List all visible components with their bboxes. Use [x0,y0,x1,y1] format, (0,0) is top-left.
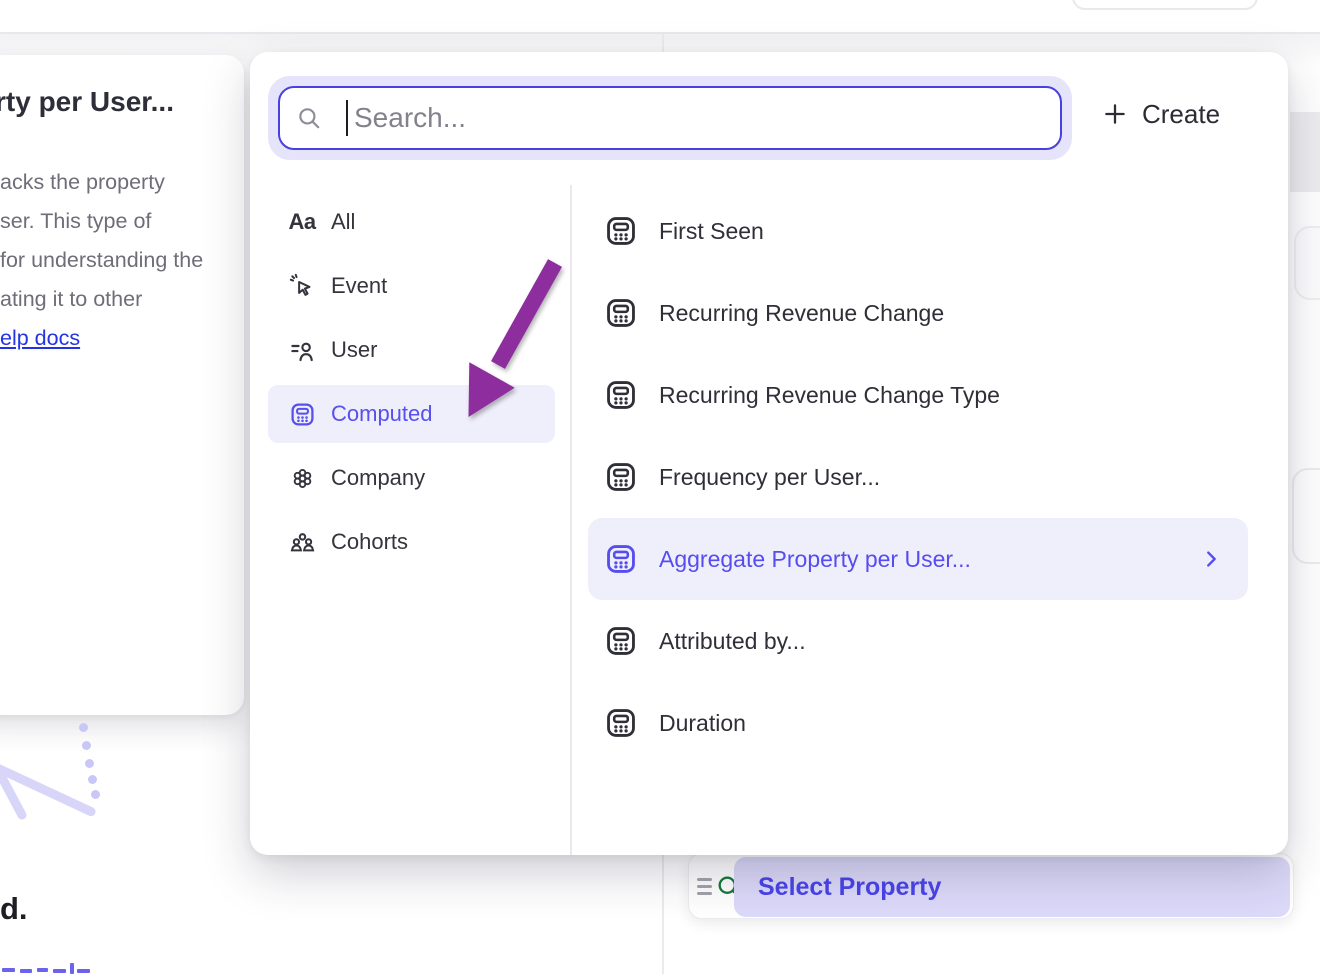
search-placeholder: Search... [354,102,467,133]
tooltip-body-line: acks the property [0,170,165,194]
property-item-label: Recurring Revenue Change [659,299,945,326]
computed-property-icon [604,460,638,494]
category-label: Cohorts [331,529,409,554]
popover-column-divider [570,185,572,855]
search-input[interactable]: Search... [278,86,1062,150]
property-item-label: Aggregate Property per User... [659,545,971,572]
background-card-fragment [1292,468,1320,564]
category-label: Event [331,273,388,298]
property-item-first-seen[interactable]: First Seen [588,190,1248,272]
property-item-label: First Seen [659,217,764,244]
decorative-dot [85,759,94,768]
text-caret [346,100,348,136]
category-list: Aa All Event User Computed Company [268,193,555,577]
tooltip-title: rty per User... [0,86,174,117]
property-list: First Seen Recurring Revenue Change Recu… [588,190,1248,764]
computed-icon [286,400,318,428]
aa-icon: Aa [288,209,316,234]
user-icon [286,336,318,364]
select-property-label: Select Property [758,872,942,901]
help-docs-link[interactable]: elp docs [0,326,81,350]
clipped-link-fragment[interactable] [0,963,100,974]
top-divider-line [0,32,1320,34]
property-tooltip-card [0,55,244,715]
event-icon [286,272,318,300]
category-computed[interactable]: Computed [268,385,555,443]
category-label: Computed [331,401,433,426]
background-card-fragment [1294,226,1320,300]
category-label: User [331,337,378,362]
search-icon [299,108,320,129]
category-event[interactable]: Event [268,257,555,315]
computed-property-icon [604,542,638,576]
plus-icon [1105,104,1125,124]
property-item-attributed-by[interactable]: Attributed by... [588,600,1248,682]
decorative-dot [79,723,88,732]
property-item-label: Recurring Revenue Change Type [659,381,1000,408]
decorative-dot [82,741,91,750]
property-item-label: Duration [659,709,746,736]
create-button[interactable]: Create [1102,92,1220,136]
property-item-aggregate-property-per-user[interactable]: Aggregate Property per User... [588,518,1248,600]
property-item-recurring-revenue-change-type[interactable]: Recurring Revenue Change Type [588,354,1248,436]
category-user[interactable]: User [268,321,555,379]
chevron-right-icon [1207,551,1216,567]
decorative-dot [91,790,100,799]
create-button-label: Create [1142,98,1221,129]
tooltip-body-line: ser. This type of [0,209,152,233]
computed-property-icon [604,624,638,658]
computed-property-icon [604,296,638,330]
search-halo: Search... [268,76,1072,160]
property-item-recurring-revenue-change[interactable]: Recurring Revenue Change [588,272,1248,354]
drag-handle-icon[interactable] [697,878,713,896]
property-item-label: Attributed by... [659,627,806,654]
tooltip-body-line: for understanding the [0,248,204,272]
category-cohorts[interactable]: Cohorts [268,513,555,571]
property-item-frequency-per-user[interactable]: Frequency per User... [588,436,1248,518]
clipped-text-fragment: d. [0,891,28,926]
category-all[interactable]: Aa All [268,193,555,251]
tooltip-body-line: ating it to other [0,287,143,311]
decorative-dot [88,775,97,784]
company-icon [286,464,318,492]
property-item-duration[interactable]: Duration [588,682,1248,764]
category-company[interactable]: Company [268,449,555,507]
category-label: All [331,209,356,234]
computed-property-icon [604,214,638,248]
select-property-button[interactable]: Select Property [734,857,1290,917]
property-picker-popover: Search... Create Aa All Event User [250,52,1288,855]
query-builder-row: Select Property [688,853,1294,919]
background-panel-fragment [1290,112,1320,192]
cohorts-icon [286,528,318,556]
category-label: Company [331,465,426,490]
computed-property-icon [604,378,638,412]
computed-property-icon [604,706,638,740]
property-item-label: Frequency per User... [659,463,881,490]
clipped-top-button[interactable] [1072,0,1258,10]
